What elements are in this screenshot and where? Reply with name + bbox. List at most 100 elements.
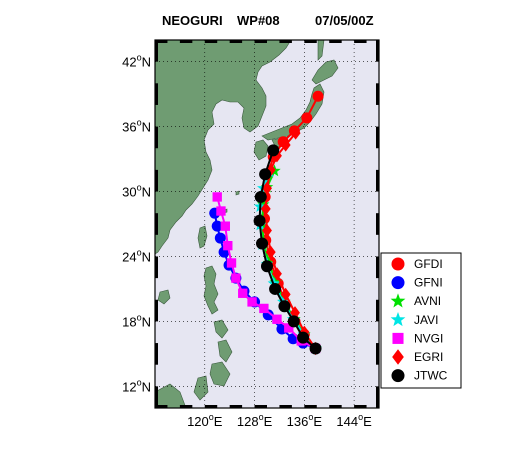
- legend-label: JTWC: [414, 369, 448, 383]
- track-point: [259, 168, 272, 181]
- latitude-tick-label: 12oN: [122, 377, 151, 394]
- border-tick: [376, 299, 379, 322]
- border-tick: [376, 126, 379, 149]
- track-point: [297, 331, 310, 344]
- border-tick: [329, 40, 342, 43]
- border-tick: [279, 405, 292, 408]
- border-tick: [155, 213, 158, 235]
- border-tick: [155, 169, 158, 192]
- border-tick: [155, 83, 158, 105]
- track-point: [272, 267, 282, 281]
- storm-name: NEOGURI: [162, 13, 223, 28]
- legend-label: NVGI: [414, 331, 443, 345]
- track-point: [262, 181, 272, 195]
- latitude-tick-label: 42oN: [122, 53, 151, 70]
- border-tick: [155, 405, 168, 408]
- legend-marker: [392, 332, 404, 344]
- track-point: [253, 214, 266, 227]
- track-point: [301, 112, 313, 124]
- border-tick: [354, 40, 367, 43]
- track-point: [280, 287, 291, 301]
- longitude-tick-label: 144oE: [336, 412, 372, 429]
- track-point: [259, 303, 269, 314]
- border-tick: [254, 40, 267, 43]
- track-point: [280, 138, 291, 152]
- latitude-tick-label: 30oN: [122, 183, 151, 200]
- legend-marker: [390, 293, 406, 308]
- asia-mainland: [155, 40, 292, 255]
- track-point: [223, 240, 233, 251]
- legend-item-jtwc: JTWC: [391, 369, 448, 383]
- track-point: [256, 237, 269, 250]
- border-tick: [155, 386, 158, 408]
- track-point: [312, 90, 324, 102]
- track-point: [265, 245, 276, 259]
- latitude-tick-label: 18oN: [122, 312, 151, 329]
- legend-label: GFNI: [414, 276, 443, 290]
- track-point: [278, 300, 291, 313]
- legend-item-javi: JAVI: [390, 312, 438, 327]
- border-tick: [329, 405, 342, 408]
- border-tick: [376, 169, 379, 192]
- border-tick: [155, 299, 158, 322]
- border-tick: [376, 40, 379, 62]
- track-point: [262, 223, 272, 238]
- legend: GFDI GFNI AVNI JAVI NVGI EGRI JTWC: [380, 252, 462, 389]
- track-point: [272, 314, 282, 324]
- legend-marker: [391, 257, 405, 271]
- legend-marker: [391, 369, 405, 383]
- border-tick: [376, 83, 379, 105]
- legend-box: [380, 252, 462, 389]
- kyushu: [253, 139, 269, 161]
- land-masses: [155, 40, 339, 408]
- border-tick: [155, 343, 158, 365]
- border-tick: [254, 405, 267, 408]
- legend-marker: [392, 349, 404, 365]
- forecast-tracks: [209, 90, 324, 356]
- legend-label: GFDI: [414, 257, 443, 271]
- border-tick: [304, 405, 317, 408]
- track-point: [247, 297, 257, 307]
- track-point: [269, 282, 282, 295]
- latitude-tick-label: 24oN: [122, 247, 151, 264]
- track-point: [267, 144, 280, 157]
- border-tick: [376, 256, 379, 279]
- border-tick: [179, 405, 193, 408]
- track-point: [216, 206, 226, 216]
- hainan: [157, 289, 171, 305]
- hokkaido: [311, 59, 339, 85]
- track-point: [231, 273, 241, 283]
- border-tick: [354, 405, 367, 408]
- border-tick: [376, 343, 379, 365]
- legend-item-gfdi: GFDI: [391, 257, 443, 271]
- legend-item-gfni: GFNI: [391, 276, 443, 290]
- track-point: [284, 323, 294, 333]
- track-point: [309, 342, 322, 355]
- track-point: [211, 220, 223, 232]
- legend-label: EGRI: [414, 350, 443, 364]
- track-point: [254, 190, 267, 203]
- track-point: [287, 315, 300, 328]
- border-tick: [229, 40, 243, 43]
- legend-marker: [391, 276, 405, 290]
- taiwan: [197, 225, 208, 249]
- track-point: [226, 258, 237, 268]
- track-jtwc: [253, 144, 322, 355]
- track-point: [261, 260, 273, 273]
- border-tick: [304, 40, 317, 43]
- track-point: [290, 126, 301, 140]
- border-tick: [376, 386, 379, 408]
- track-point: [290, 306, 300, 320]
- border-tick: [155, 40, 158, 62]
- border-tick: [229, 405, 243, 408]
- legend-item-egri: EGRI: [392, 349, 443, 365]
- border-tick: [204, 405, 218, 408]
- border-tick: [155, 256, 158, 279]
- border-tick: [179, 40, 193, 43]
- track-point: [260, 202, 271, 216]
- longitude-tick-label: 128oE: [237, 412, 273, 429]
- philippines: [203, 265, 219, 315]
- border-tick: [204, 40, 218, 43]
- track-point: [220, 221, 230, 231]
